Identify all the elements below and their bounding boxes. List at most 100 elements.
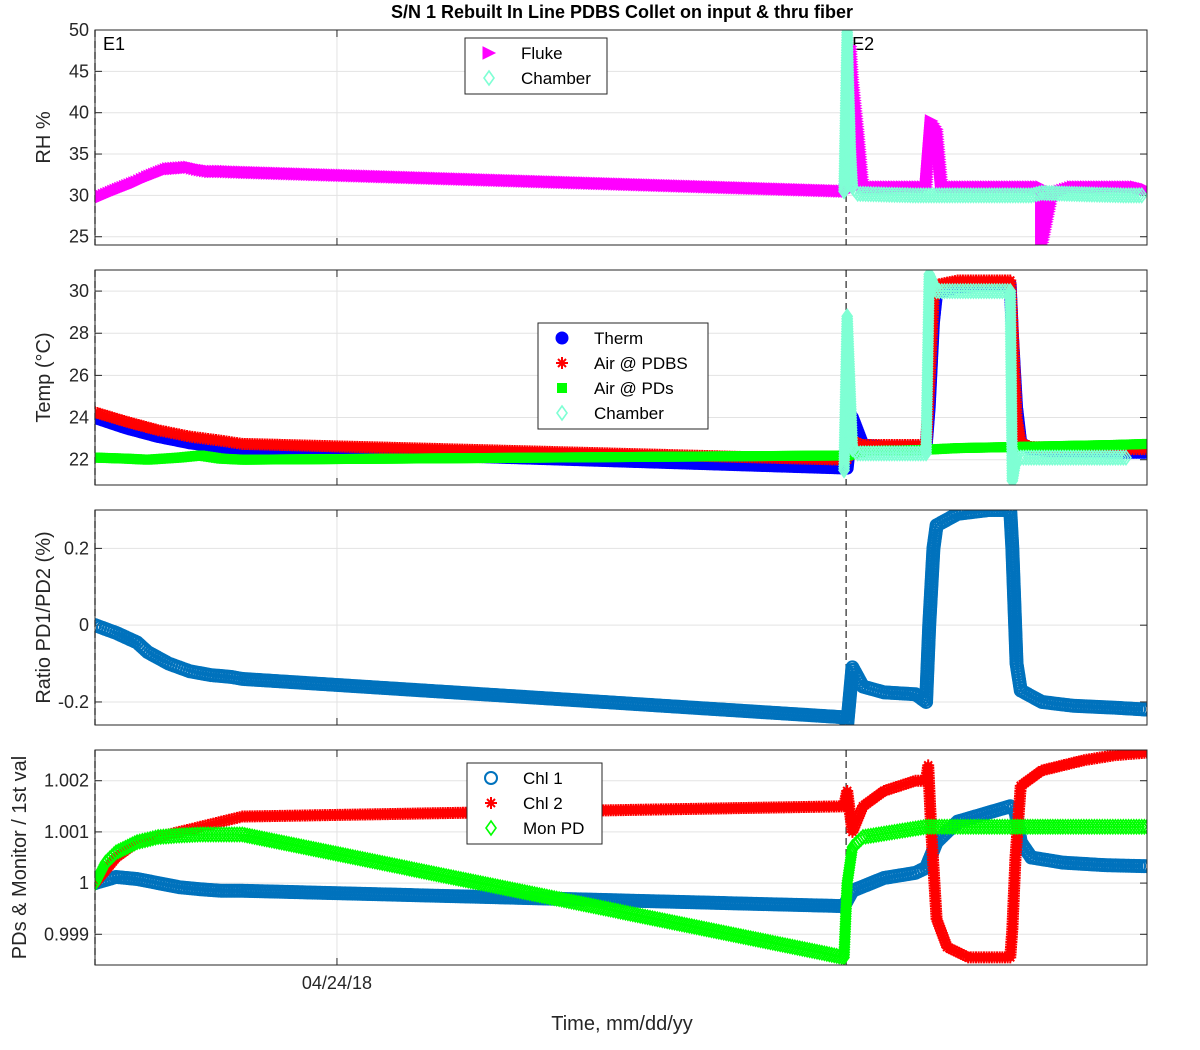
- data-point: [589, 898, 602, 916]
- data-point: [678, 916, 691, 934]
- data-point: [949, 818, 961, 836]
- data-point: [1070, 818, 1082, 836]
- data-point: [727, 926, 740, 944]
- data-point: [985, 187, 998, 204]
- data-point: [486, 877, 499, 894]
- data-point: [949, 282, 961, 300]
- legend-marker: [556, 404, 568, 422]
- data-point: [309, 841, 322, 858]
- data-point: [888, 445, 901, 462]
- series-ratio: [95, 510, 1147, 725]
- data-point: [447, 869, 460, 886]
- data-point: [998, 818, 1011, 836]
- data-point: [464, 872, 477, 890]
- data-point: [575, 895, 588, 913]
- data-point: [1080, 818, 1093, 836]
- data-point: [1119, 187, 1132, 204]
- data-point: [803, 941, 816, 959]
- legend-label: Chl 1: [523, 769, 563, 788]
- y-axis-label: Temp (°C): [33, 332, 55, 422]
- data-point: [690, 918, 703, 936]
- legend-marker: [484, 771, 498, 785]
- data-point: [614, 903, 627, 921]
- y-tick-label: 28: [69, 323, 89, 343]
- data-point: [1020, 449, 1033, 466]
- data-point: [1060, 185, 1073, 203]
- data-point: [435, 866, 448, 884]
- data-point: [883, 186, 896, 204]
- data-point: [880, 186, 893, 204]
- data-point: [756, 932, 769, 950]
- data-point: [985, 282, 998, 300]
- data-point: [560, 892, 573, 910]
- data-point: [983, 282, 996, 300]
- data-point: [572, 894, 585, 912]
- data-point: [393, 858, 406, 875]
- data-point: [1059, 818, 1072, 836]
- data-point: [236, 826, 249, 843]
- data-point: [231, 826, 244, 843]
- data-point: [531, 886, 543, 904]
- data-point: [624, 905, 637, 923]
- data-point: [1106, 449, 1119, 466]
- data-point: [796, 940, 809, 958]
- data-point: [1080, 185, 1093, 203]
- data-point: [1040, 184, 1053, 202]
- data-point: [359, 851, 372, 868]
- data-point: [346, 848, 359, 866]
- data-point: [1067, 818, 1080, 836]
- data-point: [893, 445, 906, 462]
- data-point: [228, 826, 241, 843]
- data-point: [305, 840, 318, 857]
- data-point: [1112, 449, 1125, 466]
- data-point: [602, 900, 615, 918]
- data-point: [938, 818, 951, 836]
- data-point: [993, 818, 1006, 836]
- data-point: [864, 445, 877, 462]
- data-point: [474, 874, 487, 892]
- data-point: [705, 921, 718, 939]
- data-point: [854, 437, 867, 450]
- data-point: [307, 840, 320, 858]
- data-point: [1119, 449, 1132, 466]
- data-point: [476, 875, 489, 892]
- data-point: [1017, 187, 1030, 204]
- data-point: [901, 445, 914, 462]
- data-point: [1101, 186, 1114, 204]
- data-point: [715, 923, 728, 941]
- data-point: [386, 856, 399, 874]
- data-point: [391, 857, 403, 875]
- data-point: [1070, 449, 1082, 466]
- data-point: [909, 445, 922, 462]
- data-point: [666, 913, 679, 931]
- legend-marker: [555, 331, 569, 345]
- data-point: [938, 282, 951, 300]
- data-point: [1127, 187, 1140, 204]
- y-axis-label: Ratio PD1/PD2 (%): [33, 531, 55, 703]
- data-point: [1043, 449, 1056, 466]
- data-point: [457, 871, 470, 888]
- data-point: [290, 837, 303, 854]
- data-point: [1080, 449, 1093, 466]
- event-label-e2: E2: [852, 34, 874, 54]
- data-point: [631, 906, 644, 924]
- y-tick-label: 0.2: [64, 538, 89, 558]
- data-point: [1091, 186, 1104, 204]
- data-point: [356, 850, 369, 868]
- data-point: [811, 943, 823, 961]
- data-point: [1098, 186, 1111, 204]
- data-point: [253, 829, 266, 847]
- data-point: [1091, 818, 1104, 836]
- data-point: [720, 924, 733, 942]
- data-point: [207, 826, 220, 843]
- data-point: [779, 936, 792, 954]
- data-point: [1093, 186, 1106, 204]
- data-point: [993, 187, 1006, 204]
- y-tick-label: 24: [69, 408, 89, 428]
- data-point: [395, 858, 408, 876]
- legend-label: Mon PD: [523, 819, 584, 838]
- data-point: [518, 883, 531, 901]
- data-layer: [95, 30, 1147, 245]
- data-point: [951, 187, 964, 204]
